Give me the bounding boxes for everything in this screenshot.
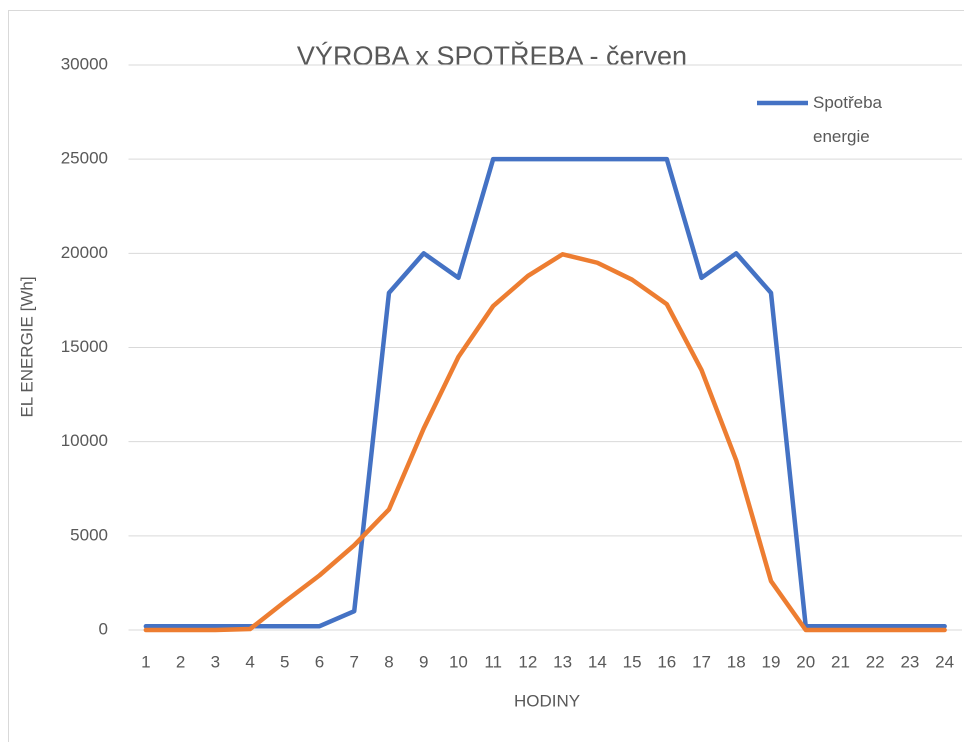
- y-tick-label: 0: [99, 619, 108, 638]
- legend-item: Spotřeba energie: [813, 93, 882, 146]
- series-line: [143, 156, 947, 629]
- x-tick-label: 21: [831, 652, 850, 671]
- x-tick-label: 11: [484, 652, 502, 671]
- x-tick-label: 12: [518, 652, 537, 671]
- x-tick-label: 15: [623, 652, 642, 671]
- x-tick-label: 14: [588, 652, 607, 671]
- y-tick-label: 20000: [61, 243, 108, 262]
- x-tick-label: 5: [280, 652, 289, 671]
- x-axis-label: HODINY: [514, 691, 580, 710]
- x-tick-label: 24: [935, 652, 954, 671]
- y-tick-label: 30000: [61, 54, 108, 73]
- x-tick-label: 6: [315, 652, 324, 671]
- y-tick-label: 5000: [70, 525, 108, 544]
- y-axis-label: EL ENERGIE [Wh]: [17, 276, 36, 417]
- x-tick-label: 16: [657, 652, 676, 671]
- y-tick-label: 25000: [61, 149, 108, 168]
- x-tick-label: 20: [796, 652, 815, 671]
- x-tick-label: 19: [762, 652, 781, 671]
- x-tick-label: 1: [141, 652, 150, 671]
- x-tick-label: 17: [692, 652, 711, 671]
- chart-title: VÝROBA x SPOTŘEBA - červen: [297, 40, 687, 71]
- x-tick-label: 23: [900, 652, 919, 671]
- chart-border: [8, 10, 964, 742]
- series-line: [143, 252, 947, 633]
- x-tick-label: 7: [350, 652, 359, 671]
- y-tick-label: 15000: [61, 337, 108, 356]
- x-tick-label: 13: [553, 652, 572, 671]
- x-tick-label: 8: [384, 652, 393, 671]
- legend-label: Spotřeba energie: [813, 93, 882, 146]
- x-tick-label: 22: [866, 652, 885, 671]
- x-tick-label: 2: [176, 652, 185, 671]
- y-tick-label: 10000: [61, 431, 108, 450]
- x-tick-label: 18: [727, 652, 746, 671]
- x-tick-label: 4: [245, 652, 254, 671]
- x-tick-label: 9: [419, 652, 428, 671]
- x-tick-label: 10: [449, 652, 468, 671]
- x-tick-label: 3: [211, 652, 220, 671]
